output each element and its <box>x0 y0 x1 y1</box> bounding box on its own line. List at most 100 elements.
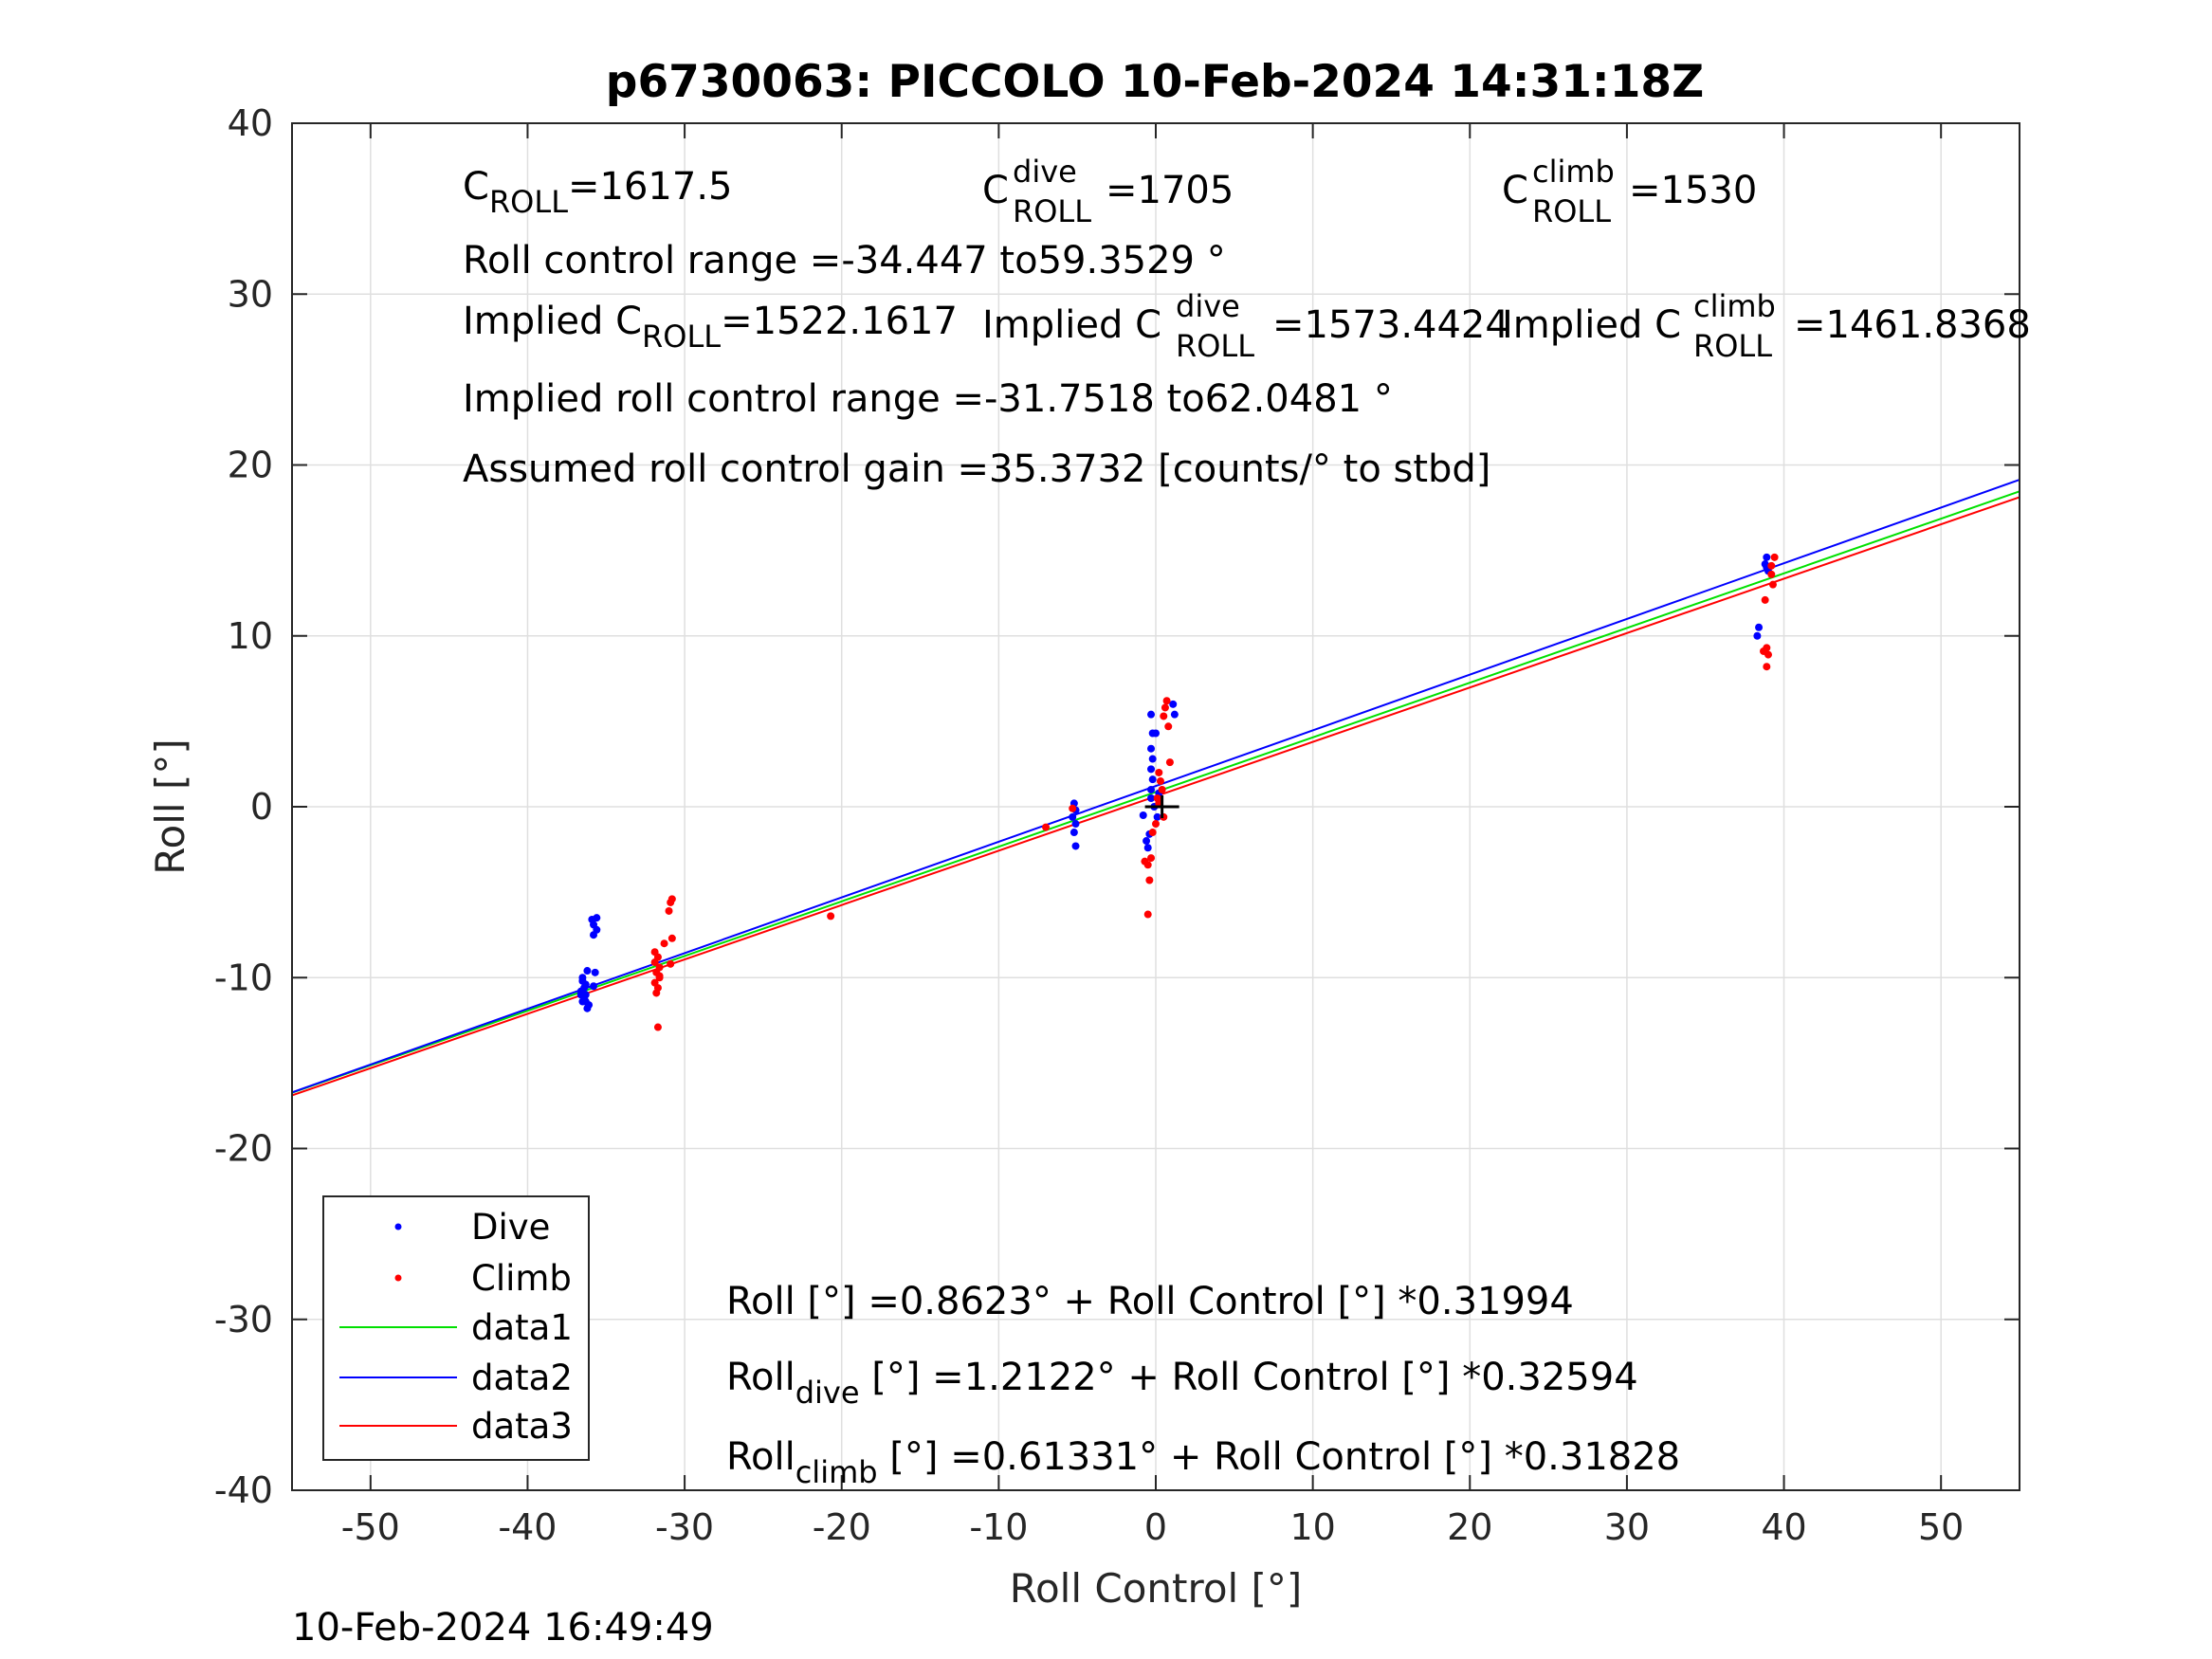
axis-ticks: -50 -40 -30 -20 -10 0 10 20 30 40 50 -40 -30 -20 -10 0 1… <box>214 102 2020 1548</box>
x-tick-label: 0 <box>1144 1506 1167 1548</box>
implied-c-roll-climb: Implied C <box>1502 303 1681 347</box>
implied-c-roll-dive-value: =1573.4424 <box>1272 303 1509 347</box>
climb-point <box>1042 823 1051 831</box>
climb-point <box>1161 703 1169 712</box>
climb-point <box>1763 663 1771 671</box>
climb-point <box>1764 650 1772 659</box>
dive-point <box>1170 710 1179 719</box>
x-tick-label: 30 <box>1604 1506 1650 1548</box>
implied-c-roll-climb-sup: climb <box>1693 288 1776 324</box>
climb-point <box>667 895 676 903</box>
climb-point <box>1156 776 1164 785</box>
climb-point <box>1164 722 1173 731</box>
legend-data1-label: data1 <box>471 1307 573 1348</box>
c-roll-climb-annotation: C <box>1502 169 1528 212</box>
climb-point <box>1069 804 1077 812</box>
dive-point <box>581 997 590 1006</box>
climb-point <box>1147 854 1156 863</box>
climb-point <box>1145 876 1154 884</box>
y-tick-label: -20 <box>214 1128 273 1170</box>
x-tick-label: 20 <box>1447 1506 1492 1548</box>
legend-dive-marker <box>394 1223 402 1231</box>
x-tick-label: -20 <box>813 1506 871 1548</box>
x-tick-label: -30 <box>655 1506 714 1548</box>
implied-c-roll-dive: Implied C <box>982 303 1161 347</box>
y-axis-label: Roll [°] <box>147 738 193 874</box>
climb-point <box>1143 910 1152 919</box>
c-roll-climb-sub: ROLL <box>1532 193 1611 229</box>
x-tick-label: -40 <box>498 1506 557 1548</box>
x-tick-label: 50 <box>1918 1506 1964 1548</box>
y-tick-label: -10 <box>214 957 273 998</box>
dive-point <box>1147 710 1156 719</box>
climb-point <box>1767 570 1776 578</box>
dive-point <box>1152 729 1160 738</box>
dive-point <box>593 914 601 922</box>
dive-point <box>1069 812 1077 821</box>
dive-point <box>1755 623 1764 631</box>
climb-point <box>1162 697 1171 705</box>
y-tick-label: 40 <box>228 102 273 144</box>
c-roll-annotation: CROLL=1617.5 <box>463 165 733 220</box>
roll-control-range: Roll control range =-34.447 to59.3529 ° <box>463 239 1226 283</box>
climb-point <box>660 939 668 948</box>
dive-point <box>1071 842 1080 850</box>
dive-point <box>583 967 592 975</box>
dive-point <box>576 991 585 999</box>
c-roll-dive-annotation: C <box>982 169 1009 212</box>
data-points <box>576 553 1779 1031</box>
x-axis-label: Roll Control [°] <box>1010 1565 1303 1612</box>
dive-point <box>1143 837 1151 846</box>
implied-c-roll-dive-sub: ROLL <box>1176 328 1254 364</box>
y-tick-label: 20 <box>228 445 273 486</box>
x-tick-label: 10 <box>1289 1506 1335 1548</box>
fit-equation-climb: Rollclimb [°] =0.61331° + Roll Control [… <box>726 1435 1680 1490</box>
dive-point <box>590 982 598 991</box>
y-tick-label: -40 <box>214 1469 273 1511</box>
legend-dive-label: Dive <box>471 1207 550 1248</box>
climb-point <box>1770 553 1779 561</box>
dive-point <box>1147 785 1156 793</box>
dive-point <box>578 974 587 982</box>
climb-point <box>1158 785 1166 793</box>
climb-point <box>650 958 659 967</box>
y-tick-label: 30 <box>228 273 273 315</box>
climb-point <box>1143 861 1152 869</box>
y-tick-label: -30 <box>214 1299 273 1340</box>
climb-point <box>652 989 661 997</box>
y-tick-label: 0 <box>250 786 273 828</box>
c-roll-climb-sup: climb <box>1532 154 1615 190</box>
dive-point <box>1147 744 1156 753</box>
legend-data3-label: data3 <box>471 1406 573 1447</box>
dive-point <box>1763 553 1771 561</box>
climb-point <box>1160 712 1168 720</box>
dive-point <box>590 931 598 939</box>
dive-point <box>1143 844 1152 852</box>
legend: Dive Climb data1 data2 data3 <box>322 1195 590 1461</box>
implied-c-roll-dive-sup: dive <box>1176 288 1240 324</box>
climb-point <box>1152 820 1160 829</box>
climb-point <box>1761 595 1769 604</box>
climb-point <box>1155 768 1163 776</box>
climb-point <box>1767 561 1776 570</box>
climb-point <box>1148 829 1157 837</box>
c-roll-dive-sub: ROLL <box>1013 193 1091 229</box>
chart-title: p6730063: PICCOLO 10-Feb-2024 14:31:18Z <box>606 56 1704 108</box>
fit-equation-dive: Rolldive [°] =1.2122° + Roll Control [°]… <box>726 1356 1638 1411</box>
legend-data2-label: data2 <box>471 1358 573 1398</box>
dive-point <box>1148 775 1157 784</box>
dive-point <box>1147 765 1156 774</box>
x-tick-label: -10 <box>969 1506 1028 1548</box>
implied-c-roll-climb-sub: ROLL <box>1693 328 1772 364</box>
dive-point <box>1147 793 1156 802</box>
implied-c-roll: Implied CROLL=1522.1617 <box>463 300 958 355</box>
dive-point <box>1753 631 1762 640</box>
x-tick-label: -50 <box>341 1506 400 1548</box>
climb-point <box>827 912 835 921</box>
dive-point <box>1071 820 1080 829</box>
c-roll-dive-sup: dive <box>1013 154 1077 190</box>
x-tick-label: 40 <box>1761 1506 1806 1548</box>
fit-equation-all: Roll [°] =0.8623° + Roll Control [°] *0.… <box>726 1280 1574 1323</box>
legend-climb-marker <box>394 1274 402 1282</box>
climb-point <box>665 906 673 915</box>
